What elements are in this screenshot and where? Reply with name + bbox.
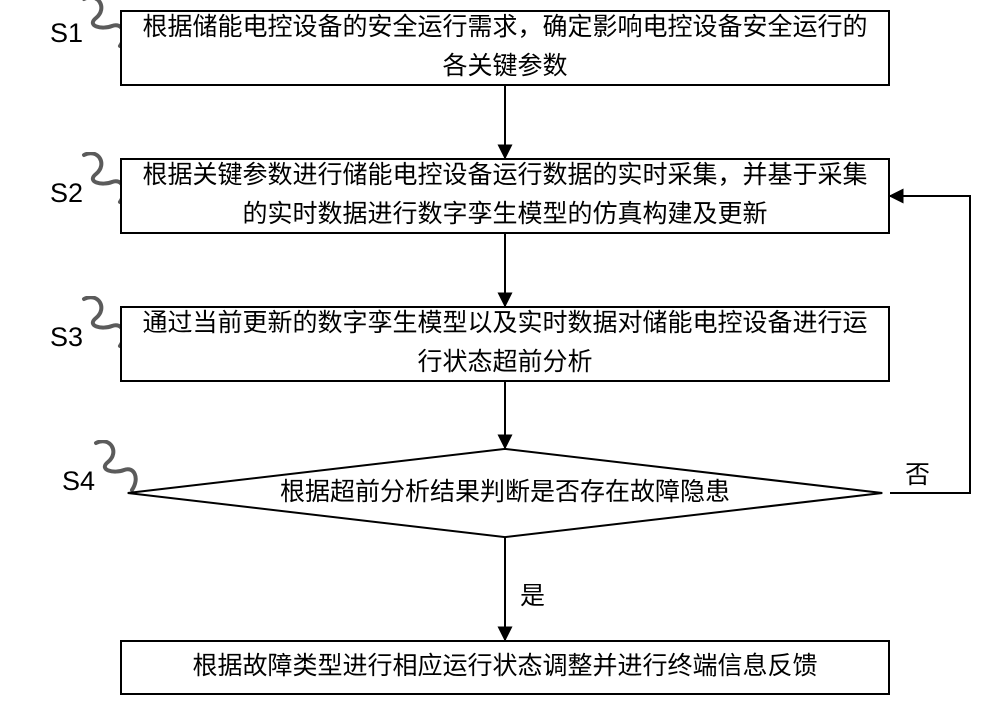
- step-text-s5: 根据故障类型进行相应运行状态调整并进行终端信息反馈: [192, 648, 817, 687]
- branch-label-yes: 是: [520, 576, 545, 612]
- step-text-s1: 根据储能电控设备的安全运行需求，确定影响电控设备安全运行的各关键参数: [136, 9, 874, 87]
- step-text-s2: 根据关键参数进行储能电控设备运行数据的实时采集，并基于采集的实时数据进行数字孪生…: [136, 157, 874, 235]
- step-text-s3: 通过当前更新的数字孪生模型以及实时数据对储能电控设备进行运行状态超前分析: [136, 305, 874, 383]
- step-box-s5: 根据故障类型进行相应运行状态调整并进行终端信息反馈: [120, 640, 890, 695]
- decision-text-s4: 根据超前分析结果判断是否存在故障隐患: [280, 474, 730, 512]
- branch-label-no: 否: [905, 455, 930, 491]
- step-box-s3: 通过当前更新的数字孪生模型以及实时数据对储能电控设备进行运行状态超前分析: [120, 306, 890, 382]
- step-box-s1: 根据储能电控设备的安全运行需求，确定影响电控设备安全运行的各关键参数: [120, 10, 890, 86]
- step-box-s2: 根据关键参数进行储能电控设备运行数据的实时采集，并基于采集的实时数据进行数字孪生…: [120, 158, 890, 234]
- decision-diamond-s4: 根据超前分析结果判断是否存在故障隐患: [120, 448, 890, 538]
